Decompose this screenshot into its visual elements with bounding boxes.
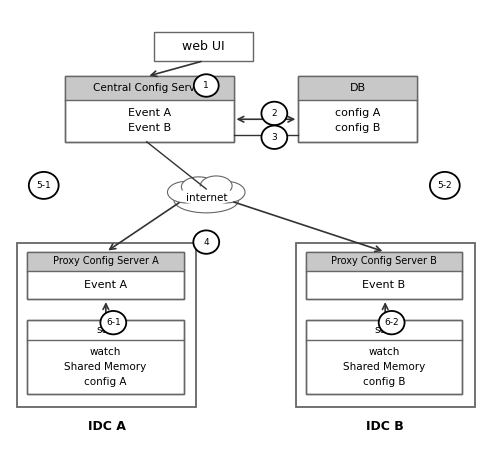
Text: Event A
Event B: Event A Event B [128,108,170,133]
Text: internet: internet [185,193,227,203]
Ellipse shape [200,176,232,196]
Text: sdk: sdk [375,325,393,335]
Text: Event A: Event A [84,280,127,290]
Text: DB: DB [350,83,366,93]
FancyBboxPatch shape [65,76,234,100]
Text: 3: 3 [271,133,277,142]
Ellipse shape [178,186,235,205]
FancyBboxPatch shape [298,76,417,142]
Text: watch
Shared Memory
config B: watch Shared Memory config B [343,347,425,387]
Text: 4: 4 [203,238,209,247]
FancyBboxPatch shape [17,243,196,407]
Text: 1: 1 [203,81,209,90]
Text: Proxy Config Server B: Proxy Config Server B [331,256,437,266]
Text: 5-2: 5-2 [437,181,452,190]
Text: 5-1: 5-1 [36,181,51,190]
Text: config A
config B: config A config B [335,108,381,133]
Text: web UI: web UI [182,40,225,53]
Circle shape [193,230,219,254]
Text: IDC B: IDC B [366,420,404,433]
Circle shape [379,311,405,334]
Text: Proxy Config Server A: Proxy Config Server A [53,256,159,266]
Text: Event B: Event B [362,280,406,290]
Circle shape [430,172,460,199]
FancyBboxPatch shape [27,320,184,394]
Ellipse shape [174,188,239,213]
Circle shape [100,311,126,334]
FancyBboxPatch shape [306,252,462,299]
FancyBboxPatch shape [154,32,253,61]
Text: Central Config Server: Central Config Server [93,83,205,93]
Text: sdk: sdk [96,325,115,335]
FancyBboxPatch shape [27,252,184,299]
Text: 6-2: 6-2 [384,318,399,327]
Text: 2: 2 [271,109,277,118]
Ellipse shape [181,177,216,197]
FancyBboxPatch shape [298,76,417,100]
Ellipse shape [167,181,205,203]
FancyBboxPatch shape [306,320,462,394]
Circle shape [261,102,287,125]
Text: watch
Shared Memory
config A: watch Shared Memory config A [65,347,147,387]
FancyBboxPatch shape [306,252,462,271]
Circle shape [194,74,219,97]
Circle shape [29,172,59,199]
Text: 6-1: 6-1 [106,318,121,327]
Circle shape [261,126,287,149]
FancyBboxPatch shape [27,252,184,271]
FancyBboxPatch shape [296,243,475,407]
FancyBboxPatch shape [65,76,234,142]
Ellipse shape [207,181,245,203]
Text: IDC A: IDC A [88,420,126,433]
